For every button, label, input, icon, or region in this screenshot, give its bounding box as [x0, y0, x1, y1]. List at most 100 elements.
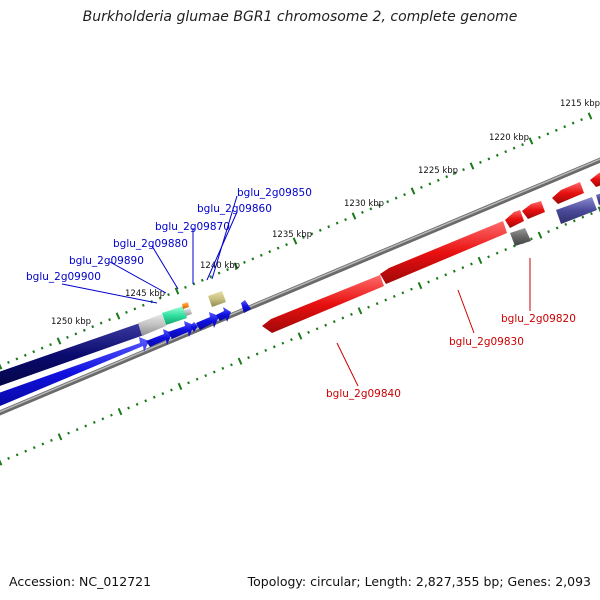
gene-feature[interactable] [0, 337, 149, 409]
gene-feature[interactable] [505, 210, 524, 228]
minor-tick [572, 219, 576, 223]
minor-tick [327, 225, 331, 229]
gene-label[interactable]: bglu_2g09820 [501, 313, 576, 325]
minor-tick [255, 352, 259, 356]
gene-feature[interactable] [510, 228, 531, 246]
minor-tick [290, 338, 293, 342]
scale-label: 1245 kbp [125, 289, 165, 299]
major-tick [537, 231, 543, 239]
minor-tick [547, 230, 550, 234]
gene-labels: bglu_2g09850 bglu_2g09860 bglu_2g09870 b… [26, 187, 576, 400]
minor-tick [546, 132, 550, 136]
gene-feature[interactable] [522, 201, 545, 219]
page-title: Burkholderia glumae BGR1 chromosome 2, c… [82, 9, 518, 25]
minor-tick [495, 153, 499, 157]
gene-label[interactable]: bglu_2g09830 [449, 336, 524, 348]
minor-tick [212, 370, 216, 374]
minor-tick [167, 293, 170, 297]
gene-label[interactable]: bglu_2g09900 [26, 271, 101, 283]
gene-feature[interactable] [196, 312, 219, 330]
minor-tick [161, 392, 165, 396]
minor-tick [394, 196, 398, 200]
minor-tick [15, 357, 19, 361]
minor-tick [538, 135, 541, 139]
major-tick [417, 281, 423, 290]
gene-feature[interactable] [146, 329, 172, 347]
minor-tick [479, 160, 482, 164]
gene-label[interactable]: bglu_2g09880 [113, 238, 188, 250]
minor-tick [41, 442, 45, 446]
major-tick [528, 137, 534, 145]
major-tick [597, 206, 600, 213]
major-tick [56, 337, 62, 345]
minor-tick [487, 157, 491, 161]
minor-tick [307, 330, 310, 334]
gene-label[interactable]: bglu_2g09840 [326, 388, 401, 400]
major-tick [233, 262, 239, 270]
minor-tick [108, 318, 111, 322]
gene-feature[interactable] [380, 221, 507, 284]
gene-feature[interactable] [184, 308, 192, 316]
gene-feature[interactable] [182, 302, 189, 309]
gene-label[interactable]: bglu_2g09860 [197, 203, 272, 215]
scale-label: 1225 kbp [418, 166, 458, 176]
gene-label[interactable]: bglu_2g09890 [69, 255, 144, 267]
minor-tick [32, 350, 36, 354]
minor-tick [226, 268, 229, 272]
minor-tick [461, 266, 465, 270]
genome-summary: Topology: circular; Length: 2,827,355 bp… [247, 574, 591, 589]
gene-feature[interactable] [190, 322, 198, 332]
minor-tick [247, 356, 250, 360]
scale-label: 1215 kbp [560, 99, 600, 109]
minor-tick [230, 363, 233, 367]
minor-tick [101, 417, 105, 421]
minor-tick [590, 212, 593, 216]
minor-tick [318, 228, 322, 232]
minor-tick [84, 424, 88, 428]
gene-feature[interactable] [596, 192, 600, 205]
scale-label: 1240 kbp [200, 261, 240, 271]
minor-tick [462, 168, 465, 172]
gene-feature[interactable] [556, 197, 597, 224]
major-tick [587, 112, 593, 120]
forward-strand-features [0, 291, 251, 409]
gene-feature[interactable] [0, 323, 144, 388]
minor-tick [563, 125, 567, 129]
minor-tick [259, 253, 263, 257]
gene-feature[interactable] [168, 321, 194, 339]
minor-tick [571, 121, 575, 125]
minor-tick [127, 406, 130, 410]
minor-tick [375, 302, 379, 306]
major-tick [477, 256, 483, 265]
minor-tick [200, 278, 204, 282]
minor-tick [452, 269, 456, 273]
minor-tick [125, 310, 128, 314]
minor-tick [281, 341, 285, 345]
minor-tick [82, 328, 86, 332]
gene-label[interactable]: bglu_2g09870 [155, 221, 230, 233]
gene-label[interactable]: bglu_2g09850 [237, 187, 312, 199]
minor-tick [315, 327, 319, 331]
gene-feature[interactable] [552, 182, 584, 204]
minor-tick [152, 395, 156, 399]
gene-feature[interactable] [208, 291, 226, 307]
minor-tick [49, 343, 52, 347]
minor-tick [91, 325, 95, 329]
minor-tick [403, 193, 406, 197]
minor-tick [386, 200, 390, 204]
gene-feature[interactable] [590, 171, 600, 187]
major-tick [410, 187, 416, 195]
label-leaders [61, 195, 531, 387]
minor-tick [554, 128, 558, 132]
gene-feature[interactable] [138, 314, 166, 336]
gene-feature[interactable] [216, 307, 231, 322]
minor-tick [170, 388, 173, 392]
minor-tick [427, 280, 430, 284]
gene-feature[interactable] [262, 275, 384, 333]
gene-feature[interactable] [241, 300, 251, 313]
minor-tick [392, 294, 396, 298]
minor-tick [74, 332, 78, 336]
minor-tick [110, 413, 113, 417]
minor-tick [350, 312, 353, 316]
gene-feature[interactable] [162, 306, 187, 325]
